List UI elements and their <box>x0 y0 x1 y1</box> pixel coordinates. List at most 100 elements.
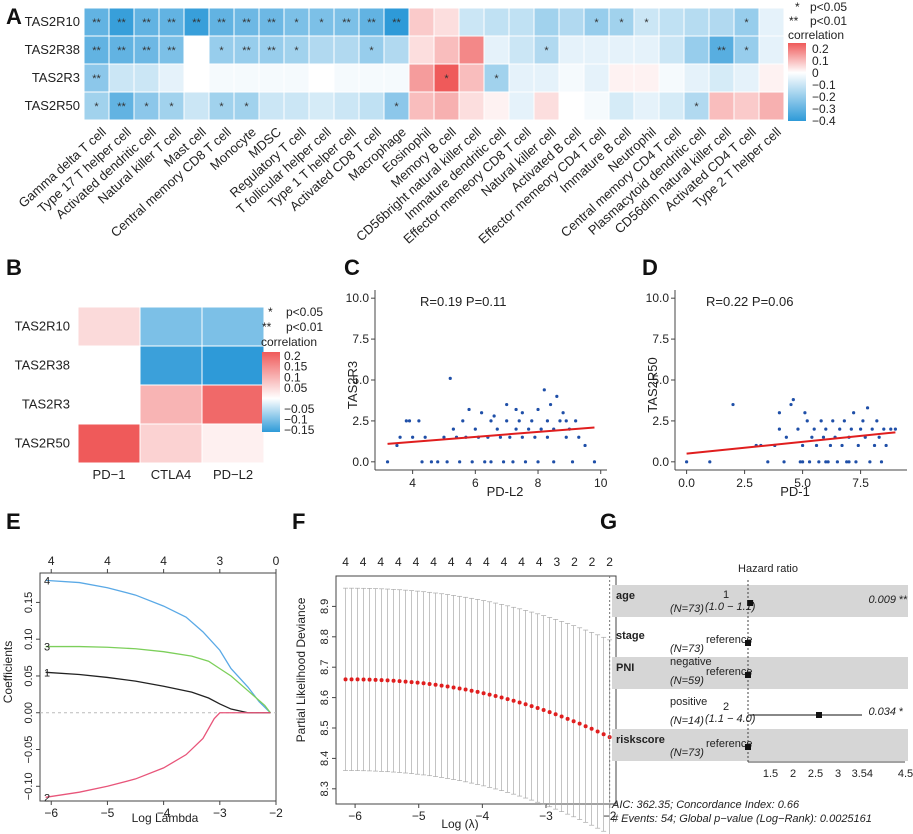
significance-mark: ** <box>142 45 151 57</box>
data-point <box>824 460 828 464</box>
x-tick-label: −5 <box>101 806 115 820</box>
x-tick-label: 4 <box>409 476 416 490</box>
data-point <box>564 435 568 439</box>
significance-mark: ** <box>242 45 251 57</box>
data-point <box>807 460 812 464</box>
cv-point <box>547 710 552 715</box>
cv-point <box>595 729 600 734</box>
data-point <box>835 460 840 464</box>
lasso-coefficient-paths: −0.10 −0.05 0.00 0.05 0.10 0.15 −6 −5 −4 −3 −2 4 4 4 3… <box>1 554 283 825</box>
data-point <box>859 427 863 431</box>
heatmap-cell <box>408 63 435 93</box>
heatmap-cell <box>77 306 141 347</box>
heatmap-cell <box>183 91 210 121</box>
y-tick-label: 0.0 <box>352 455 369 469</box>
heatmap-cell <box>758 7 785 37</box>
significance-mark: ** <box>217 17 226 29</box>
sig-legend-double-star: ** <box>789 14 799 28</box>
sig-legend-star: * <box>795 0 800 14</box>
x-tick-label: −4 <box>157 806 171 820</box>
cv-point <box>559 714 564 719</box>
top-tick-label: 4 <box>395 555 402 569</box>
heatmap-cell <box>233 63 260 93</box>
data-point <box>685 460 689 464</box>
legend-tick: −0.15 <box>284 423 315 437</box>
cv-point <box>367 677 372 682</box>
heatmap-cell <box>408 91 435 121</box>
heatmap-cell <box>758 91 785 121</box>
data-point <box>530 419 534 423</box>
heatmap-cell <box>77 345 141 386</box>
heatmap-cell <box>558 35 585 65</box>
data-point <box>511 460 515 464</box>
significance-mark: ** <box>342 17 351 29</box>
data-point <box>505 402 509 407</box>
forest-variable: stage <box>616 630 645 642</box>
data-point <box>404 419 408 423</box>
x-axis-label: PD-1 <box>780 484 810 499</box>
cv-point <box>343 677 348 682</box>
heatmap-cell <box>483 91 510 121</box>
heatmap-cell <box>139 345 203 386</box>
heatmap-cell <box>158 63 185 93</box>
data-point <box>385 460 390 464</box>
significance-mark: * <box>494 73 499 85</box>
y-tick-label: 8.9 <box>319 599 331 614</box>
top-tick-label: 4 <box>413 555 420 569</box>
forest-ci: (1.0 − 1.1) <box>705 601 756 613</box>
data-point <box>501 460 506 464</box>
heatmap-cell <box>333 35 360 65</box>
heatmap-cell <box>583 63 610 93</box>
legend-tick: −0.2 <box>812 90 836 104</box>
y-tick-label: 5.0 <box>352 373 369 387</box>
data-point <box>766 460 770 464</box>
y-tick-label: 0.15 <box>23 592 35 613</box>
forest-title: Hazard ratio <box>738 563 798 575</box>
legend-title: correlation <box>788 28 844 42</box>
cv-point <box>349 677 354 682</box>
heatmap-cell <box>533 7 560 37</box>
significance-mark: * <box>144 101 149 113</box>
colorbar <box>788 43 806 121</box>
heatmap-cell <box>458 63 485 93</box>
data-point <box>798 460 802 464</box>
forest-p-value: 0.034 <box>868 706 896 718</box>
data-point <box>826 460 830 464</box>
heatmap-cell <box>508 7 535 37</box>
panel-label-d: D <box>642 255 658 280</box>
y-tick-label: 8.6 <box>319 690 331 705</box>
cv-point <box>601 732 606 737</box>
forest-row-band <box>612 729 908 761</box>
data-point <box>838 427 842 431</box>
y-tick-label: 8.3 <box>319 781 331 796</box>
heatmap-cell <box>358 63 385 93</box>
y-tick-label: 0.00 <box>23 702 35 723</box>
data-point <box>461 419 465 423</box>
cv-point <box>385 678 390 683</box>
heatmap-cell <box>258 63 285 93</box>
cv-point <box>421 681 426 686</box>
heatmap-cell <box>139 384 203 425</box>
data-point <box>872 443 877 448</box>
cv-point <box>391 678 396 683</box>
cv-point <box>373 677 378 682</box>
cv-point <box>409 680 414 685</box>
significance-mark: ** <box>242 17 251 29</box>
heatmap-checkpoints: TAS2R10 TAS2R38 TAS2R3 TAS2R50 PD−1 CTLA4 PD−… <box>15 305 324 482</box>
x-tick-label: 2.5 <box>736 476 753 490</box>
x-axis-label: Log Lambda <box>132 811 199 825</box>
significance-mark: ** <box>367 17 376 29</box>
heatmap-immune-cells: ** ** ** ** ** ** ** ** * * ** ** ** * * * *** ** ** ** * ** *… <box>15 0 847 247</box>
cv-point <box>463 687 468 692</box>
cv-point <box>535 706 540 711</box>
data-point <box>489 460 493 464</box>
panel-label-g: G <box>600 509 617 534</box>
top-tick-label: 4 <box>465 555 472 569</box>
heatmap-cell <box>658 63 685 93</box>
forest-significance: ** <box>899 594 908 606</box>
data-point <box>539 427 543 431</box>
top-tick-label: 4 <box>104 554 111 568</box>
data-point <box>777 411 782 415</box>
forest-x-tick-label: 4.5 <box>898 768 913 780</box>
x-tick-label: −2 <box>269 806 283 820</box>
